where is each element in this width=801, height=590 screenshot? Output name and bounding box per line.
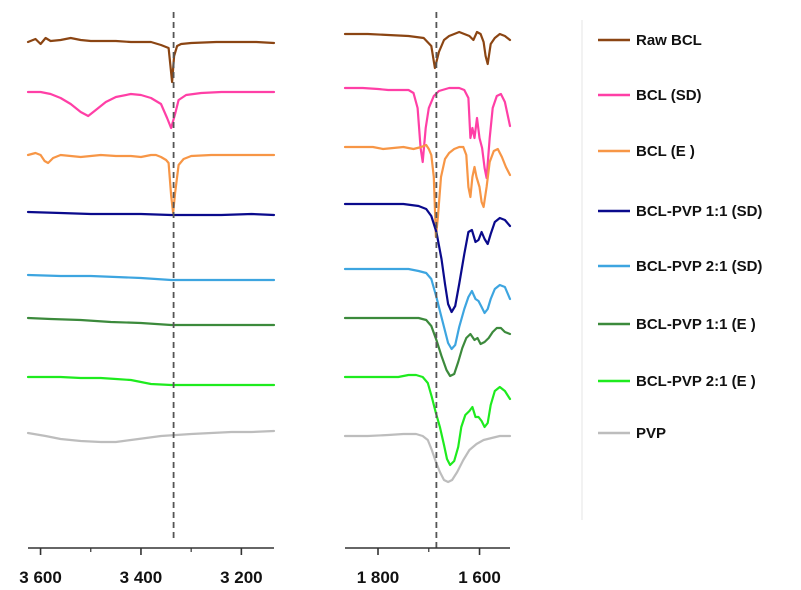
series-line-left-4 xyxy=(26,210,276,217)
x-tick-label-right-1600: 1 600 xyxy=(458,568,501,587)
series-line-right-3 xyxy=(343,143,512,239)
legend-label-6: BCL-PVP 1:1 (E ) xyxy=(636,316,756,333)
legend-label-5: BCL-PVP 2:1 (SD) xyxy=(636,258,762,275)
series-line-right-4 xyxy=(343,202,512,314)
series-line-left-1 xyxy=(26,36,276,84)
series-line-right-8 xyxy=(343,432,512,484)
series-line-left-3 xyxy=(26,151,276,215)
x-tick-label-left-3400: 3 400 xyxy=(120,568,163,587)
legend-label-1: Raw BCL xyxy=(636,32,702,49)
legend: Raw BCL BCL (SD) BCL (E ) BCL-PVP 1:1 (SD) B… xyxy=(598,32,762,442)
series-line-left-2 xyxy=(26,90,276,130)
series-line-right-2 xyxy=(343,86,512,180)
legend-label-8: PVP xyxy=(636,425,666,442)
x-tick-label-right-1800: 1 800 xyxy=(357,568,400,587)
left-panel: 3 600 3 400 3 200 xyxy=(19,12,276,587)
legend-label-7: BCL-PVP 2:1 (E ) xyxy=(636,373,756,390)
series-line-right-5 xyxy=(343,267,512,351)
x-tick-label-left-3600: 3 600 xyxy=(19,568,62,587)
series-line-left-8 xyxy=(26,429,276,444)
series-line-right-6 xyxy=(343,316,512,378)
right-panel: 1 800 1 600 xyxy=(343,12,512,587)
series-line-right-7 xyxy=(343,373,512,467)
series-line-left-5 xyxy=(26,273,276,282)
series-line-left-7 xyxy=(26,375,276,387)
x-tick-label-left-3200: 3 200 xyxy=(220,568,263,587)
legend-label-3: BCL (E ) xyxy=(636,143,695,160)
series-line-left-6 xyxy=(26,316,276,327)
series-line-right-1 xyxy=(343,30,512,70)
legend-label-2: BCL (SD) xyxy=(636,87,702,104)
legend-label-4: BCL-PVP 1:1 (SD) xyxy=(636,203,762,220)
